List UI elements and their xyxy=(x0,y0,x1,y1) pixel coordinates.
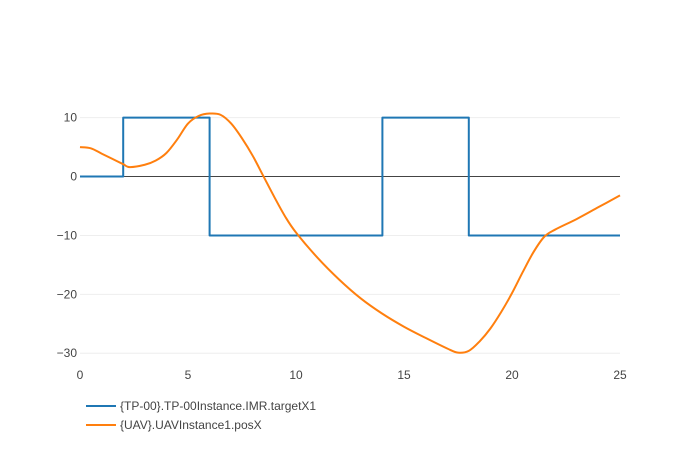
legend-label: {TP-00}.TP-00Instance.IMR.targetX1 xyxy=(120,399,316,413)
x-tick-label: 10 xyxy=(289,368,303,382)
series-line-0 xyxy=(80,116,620,237)
y-axis-ticks: 10 0 −10 −20 −30 xyxy=(57,111,78,361)
x-tick-label: 5 xyxy=(185,368,192,382)
legend-item-1[interactable]: {UAV}.UAVInstance1.posX xyxy=(86,418,262,432)
x-tick-label: 0 xyxy=(77,368,84,382)
series-lines xyxy=(79,112,621,354)
y-tick-label: 10 xyxy=(64,111,78,125)
legend-label: {UAV}.UAVInstance1.posX xyxy=(120,418,262,432)
legend[interactable]: {TP-00}.TP-00Instance.IMR.targetX1 {UAV}.… xyxy=(86,399,316,432)
y-tick-label: −10 xyxy=(57,228,78,242)
legend-item-0[interactable]: {TP-00}.TP-00Instance.IMR.targetX1 xyxy=(86,399,316,413)
series-line-1 xyxy=(79,112,621,354)
x-tick-label: 20 xyxy=(505,368,519,382)
y-tick-label: −30 xyxy=(57,346,78,360)
y-tick-label: 0 xyxy=(70,170,77,184)
x-tick-label: 15 xyxy=(397,368,411,382)
x-tick-label: 25 xyxy=(613,368,627,382)
x-axis-ticks: 0 5 10 15 20 25 xyxy=(77,368,627,382)
y-tick-label: −20 xyxy=(57,287,78,301)
